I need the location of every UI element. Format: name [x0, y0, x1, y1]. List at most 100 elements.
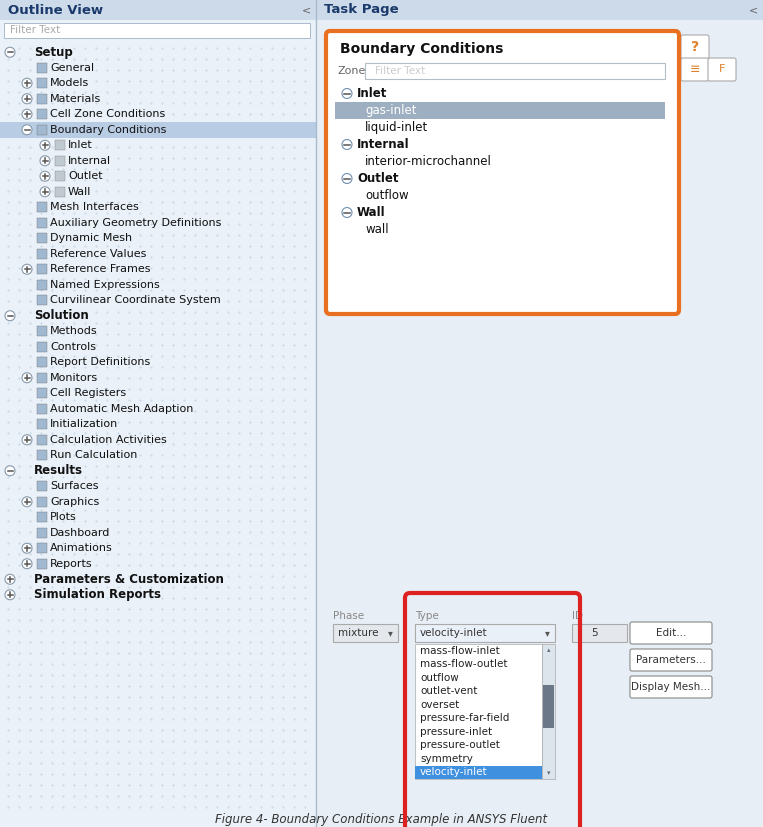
Text: ID: ID [572, 611, 583, 621]
Circle shape [22, 125, 32, 135]
Text: velocity-inlet: velocity-inlet [420, 767, 488, 777]
Circle shape [40, 187, 50, 197]
Text: Graphics: Graphics [50, 497, 99, 507]
FancyBboxPatch shape [543, 685, 554, 728]
Text: Boundary Conditions: Boundary Conditions [50, 125, 166, 135]
FancyBboxPatch shape [316, 0, 763, 827]
Text: Animations: Animations [50, 543, 113, 553]
Text: Results: Results [34, 464, 83, 477]
Circle shape [342, 88, 352, 98]
FancyBboxPatch shape [333, 624, 398, 642]
FancyBboxPatch shape [37, 435, 47, 445]
Text: outflow: outflow [420, 672, 459, 683]
Text: interior-microchannel: interior-microchannel [365, 155, 492, 168]
FancyBboxPatch shape [37, 218, 47, 227]
Text: Edit...: Edit... [656, 628, 686, 638]
Circle shape [22, 497, 32, 507]
Text: Inlet: Inlet [68, 141, 93, 151]
Text: Monitors: Monitors [50, 373, 98, 383]
Text: Wall: Wall [68, 187, 92, 197]
Text: Surfaces: Surfaces [50, 481, 98, 491]
FancyBboxPatch shape [630, 622, 712, 644]
Text: Reference Values: Reference Values [50, 249, 146, 259]
Text: Display Mesh...: Display Mesh... [631, 682, 710, 692]
FancyBboxPatch shape [55, 171, 65, 181]
FancyBboxPatch shape [326, 31, 679, 314]
Text: Filter Text: Filter Text [375, 66, 425, 76]
Text: Internal: Internal [68, 155, 111, 165]
Circle shape [40, 171, 50, 181]
FancyBboxPatch shape [37, 528, 47, 538]
FancyBboxPatch shape [4, 23, 310, 38]
Text: Setup: Setup [34, 45, 72, 59]
Circle shape [22, 109, 32, 119]
Text: Dashboard: Dashboard [50, 528, 111, 538]
Text: Figure 4- Boundary Conditions Example in ANSYS Fluent: Figure 4- Boundary Conditions Example in… [215, 814, 548, 826]
FancyBboxPatch shape [37, 249, 47, 259]
Circle shape [22, 543, 32, 553]
Text: Outlet: Outlet [68, 171, 103, 181]
Circle shape [40, 141, 50, 151]
Text: <: < [301, 5, 311, 15]
Text: Automatic Mesh Adaption: Automatic Mesh Adaption [50, 404, 193, 414]
Circle shape [5, 574, 15, 584]
Text: mixture: mixture [338, 628, 378, 638]
Text: ▾: ▾ [545, 628, 549, 638]
Circle shape [22, 373, 32, 383]
FancyBboxPatch shape [630, 649, 712, 671]
FancyBboxPatch shape [37, 512, 47, 522]
Text: liquid-inlet: liquid-inlet [365, 121, 428, 134]
Text: Wall: Wall [357, 206, 385, 219]
FancyBboxPatch shape [37, 63, 47, 73]
Text: pressure-outlet: pressure-outlet [420, 740, 500, 750]
Text: Initialization: Initialization [50, 419, 118, 429]
Text: Phase: Phase [333, 611, 364, 621]
Text: ▾: ▾ [547, 770, 550, 776]
FancyBboxPatch shape [37, 93, 47, 103]
Circle shape [22, 79, 32, 88]
Text: Methods: Methods [50, 326, 98, 337]
Text: ?: ? [691, 40, 699, 54]
FancyBboxPatch shape [37, 203, 47, 213]
FancyBboxPatch shape [37, 233, 47, 243]
FancyBboxPatch shape [681, 58, 709, 81]
Circle shape [5, 311, 15, 321]
Text: Boundary Conditions: Boundary Conditions [340, 42, 504, 56]
FancyBboxPatch shape [37, 342, 47, 351]
Text: outflow: outflow [365, 189, 409, 202]
FancyBboxPatch shape [37, 79, 47, 88]
FancyBboxPatch shape [37, 559, 47, 569]
Text: <: < [749, 5, 758, 15]
Text: ▾: ▾ [388, 628, 392, 638]
Text: pressure-far-field: pressure-far-field [420, 713, 510, 724]
Text: Dynamic Mesh: Dynamic Mesh [50, 233, 132, 243]
Text: Outlet: Outlet [357, 172, 398, 185]
Text: Controls: Controls [50, 342, 96, 351]
FancyBboxPatch shape [542, 644, 555, 779]
Text: ▴: ▴ [547, 647, 550, 653]
FancyBboxPatch shape [37, 481, 47, 491]
Text: Reports: Reports [50, 559, 92, 569]
Circle shape [22, 435, 32, 445]
FancyBboxPatch shape [37, 388, 47, 399]
Text: Mesh Interfaces: Mesh Interfaces [50, 203, 139, 213]
Text: wall: wall [365, 223, 388, 236]
Text: Simulation Reports: Simulation Reports [34, 588, 161, 601]
Text: Internal: Internal [357, 138, 410, 151]
FancyBboxPatch shape [37, 125, 47, 135]
Circle shape [342, 140, 352, 150]
FancyBboxPatch shape [55, 187, 65, 197]
FancyBboxPatch shape [37, 404, 47, 414]
FancyBboxPatch shape [572, 624, 627, 642]
FancyBboxPatch shape [37, 295, 47, 305]
Text: Named Expressions: Named Expressions [50, 280, 159, 289]
Text: Run Calculation: Run Calculation [50, 450, 137, 461]
Circle shape [22, 93, 32, 103]
Text: mass-flow-outlet: mass-flow-outlet [420, 659, 507, 669]
Text: Calculation Activities: Calculation Activities [50, 435, 167, 445]
Text: Curvilinear Coordinate System: Curvilinear Coordinate System [50, 295, 221, 305]
Text: Plots: Plots [50, 512, 77, 522]
FancyBboxPatch shape [365, 63, 665, 79]
Text: gas-inlet: gas-inlet [365, 104, 417, 117]
Text: Materials: Materials [50, 93, 101, 103]
